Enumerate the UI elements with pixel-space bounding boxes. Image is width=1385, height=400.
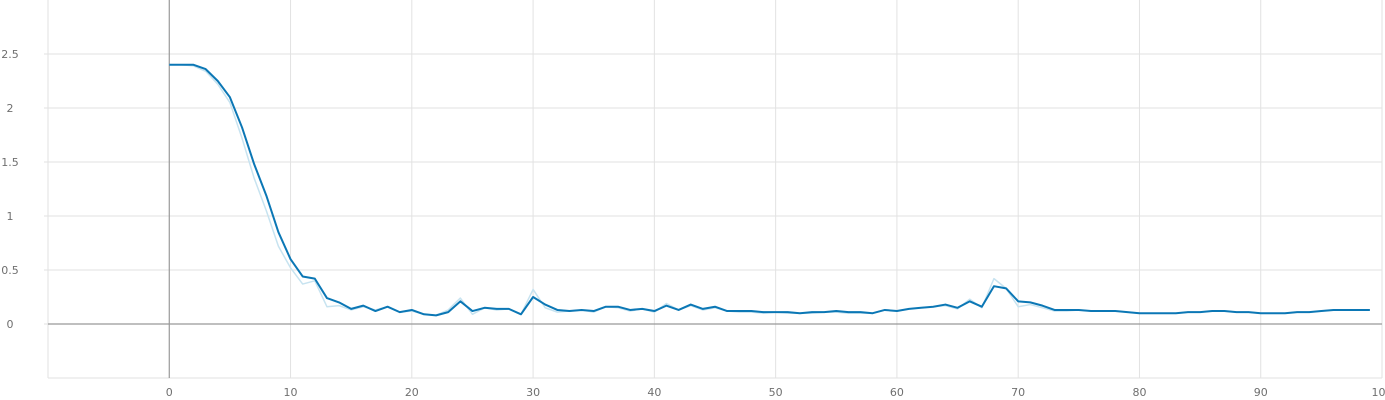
x-tick-label: 20: [405, 386, 419, 399]
y-tick-label: 0.5: [1, 264, 19, 277]
x-axis-ticks: 0 10 20 30 40 50 60 70 80 90 100: [166, 386, 1385, 399]
y-tick-label: 0: [7, 318, 14, 331]
x-tick-label: 90: [1254, 386, 1268, 399]
x-tick-label: 10: [284, 386, 298, 399]
chart-gridlines: [48, 0, 1383, 378]
y-axis-ticks: 0 0.5 1 1.5 2 2.5: [1, 48, 19, 331]
y-tick-label: 1: [7, 210, 14, 223]
smoothed-series-line: [169, 63, 1370, 317]
x-tick-label: 100: [1372, 386, 1385, 399]
x-tick-label: 0: [166, 386, 173, 399]
x-tick-label: 80: [1132, 386, 1146, 399]
raw-series-line: [169, 64, 1370, 317]
x-tick-label: 70: [1011, 386, 1025, 399]
y-tick-label: 2: [7, 102, 14, 115]
chart-series: [169, 63, 1370, 317]
chart-axes: [44, 0, 1383, 379]
x-tick-label: 40: [647, 386, 661, 399]
x-tick-label: 50: [769, 386, 783, 399]
x-tick-label: 60: [890, 386, 904, 399]
y-tick-label: 2.5: [1, 48, 19, 61]
y-tick-label: 1.5: [1, 156, 19, 169]
x-tick-label: 30: [526, 386, 540, 399]
